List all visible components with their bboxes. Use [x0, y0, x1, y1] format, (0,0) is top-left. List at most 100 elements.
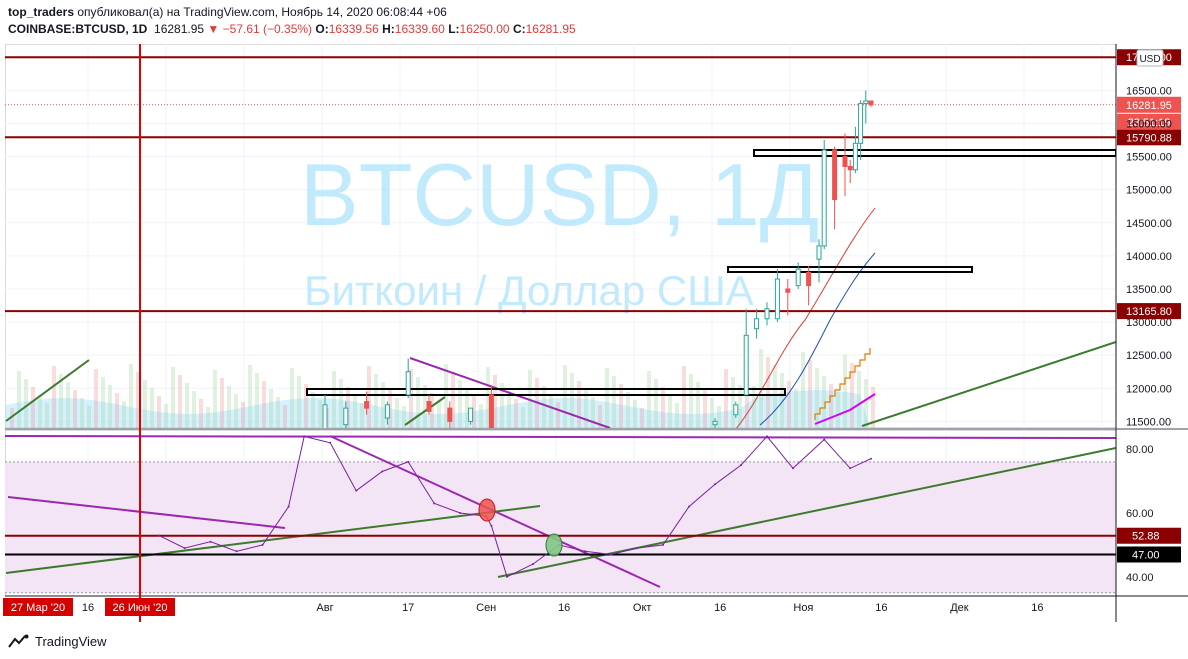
volume-bar	[619, 384, 623, 428]
volume-bar	[563, 365, 567, 428]
candle-body	[447, 407, 453, 422]
volume-bar	[514, 399, 518, 428]
volume-bar	[122, 401, 126, 428]
volume-bar	[311, 392, 315, 428]
volume-bar	[437, 401, 441, 428]
volume-bar	[507, 391, 511, 428]
zone-box-upper	[753, 149, 1116, 157]
volume-bar	[668, 395, 672, 428]
volume-bar	[402, 406, 406, 428]
volume-bar	[80, 398, 84, 428]
symbol-header: COINBASE:BTCUSD, 1D 16281.95 ▼ −57.61 (−…	[8, 22, 576, 36]
ma-magenta-line	[814, 393, 876, 425]
volume-bar	[626, 392, 630, 428]
x-tick-label: Сен	[476, 602, 496, 614]
volume-bar	[598, 405, 602, 428]
volume-bar	[108, 385, 112, 428]
candle-body	[426, 401, 432, 412]
volume-bar	[290, 368, 294, 428]
countdown-label: 23:51:19	[1128, 117, 1171, 129]
low-label: L:	[448, 22, 460, 36]
volume-bar	[696, 382, 700, 428]
y-tick-label: 15000.00	[1126, 185, 1172, 197]
candle-body	[868, 100, 874, 106]
tradingview-logo[interactable]: TradingView	[8, 632, 107, 650]
symbol-name: COINBASE:BTCUSD, 1D	[8, 22, 148, 36]
x-tick-label: 26 Июн '20	[113, 602, 168, 614]
rsi-descending-trendline-left	[7, 496, 286, 529]
open-label: O:	[315, 22, 329, 36]
volume-bar	[542, 386, 546, 428]
last-price-badge	[1117, 96, 1181, 113]
close-label: C:	[512, 22, 526, 36]
volume-bar	[472, 396, 476, 428]
candle-body	[743, 334, 749, 396]
level-label: 15790.88	[1126, 132, 1172, 144]
author-name[interactable]: top_traders	[8, 5, 75, 19]
volume-bar	[423, 385, 427, 428]
volume-bar	[836, 392, 840, 428]
level-badge	[1117, 303, 1181, 320]
volume-bar	[479, 404, 483, 428]
volume-bar	[773, 365, 777, 428]
volume-bar	[66, 382, 70, 428]
volume-bar	[10, 408, 14, 428]
volume-bar	[255, 373, 259, 428]
volume-bar	[766, 357, 770, 428]
volume-bar	[682, 366, 686, 428]
candle-body	[384, 404, 390, 419]
rsi-pane[interactable]	[5, 430, 1116, 596]
rsi-level-label: 52.88	[1132, 531, 1160, 543]
x-tick-label: Дек	[950, 602, 969, 614]
candle-body	[821, 149, 827, 247]
volume-bar	[353, 395, 357, 428]
currency-badge[interactable]	[1136, 49, 1164, 67]
volume-bar	[451, 372, 455, 428]
volume-bar	[745, 378, 749, 428]
x-tick-label: Авг	[316, 602, 333, 614]
candle-body	[764, 308, 770, 320]
volume-bar	[710, 398, 714, 428]
y-tick-label: 12000.00	[1126, 383, 1172, 395]
zone-box-lower	[306, 388, 786, 396]
volume-bar	[500, 383, 504, 428]
price-change: ▼ −57.61 (−0.35%)	[207, 22, 313, 36]
volume-bar	[297, 376, 301, 428]
volume-bar	[521, 407, 525, 428]
volume-bar	[164, 404, 168, 428]
volume-bar	[150, 388, 154, 428]
candle-body	[806, 271, 812, 287]
volume-bar	[857, 371, 861, 428]
y-tick-label: 13000.00	[1126, 317, 1172, 329]
volume-bar	[304, 384, 308, 428]
volume-bar	[584, 389, 588, 428]
rsi-top-trendline	[5, 435, 1116, 439]
volume-bar	[38, 395, 42, 428]
volume-bar	[248, 365, 252, 428]
price-pane[interactable]: BTCUSD, 1Д Биткоин / Доллар США	[5, 44, 1116, 481]
ma-blue-line	[759, 252, 876, 426]
volume-bar	[346, 387, 350, 428]
volume-bar	[794, 389, 798, 428]
volume-bar	[752, 386, 756, 428]
volume-bar	[486, 367, 490, 428]
volume-bar	[661, 387, 665, 428]
x-tick-label: 16	[875, 602, 887, 614]
x-tick-label: Ноя	[793, 602, 813, 614]
y-tick-label: 12500.00	[1126, 350, 1172, 362]
volume-bar	[276, 397, 280, 428]
last-price: 16281.95	[154, 22, 205, 36]
high-label: H:	[382, 22, 395, 36]
candle-body	[468, 407, 474, 422]
volume-bar	[829, 384, 833, 428]
volume-bar	[87, 406, 91, 428]
volume-bar	[59, 374, 63, 428]
volume-bar	[381, 382, 385, 428]
volume-bar	[45, 403, 49, 428]
volume-bar	[801, 352, 805, 428]
volume-bar	[143, 380, 147, 428]
volume-bar	[234, 394, 238, 428]
x-tick-label: Окт	[633, 602, 652, 614]
volume-bar	[612, 376, 616, 428]
